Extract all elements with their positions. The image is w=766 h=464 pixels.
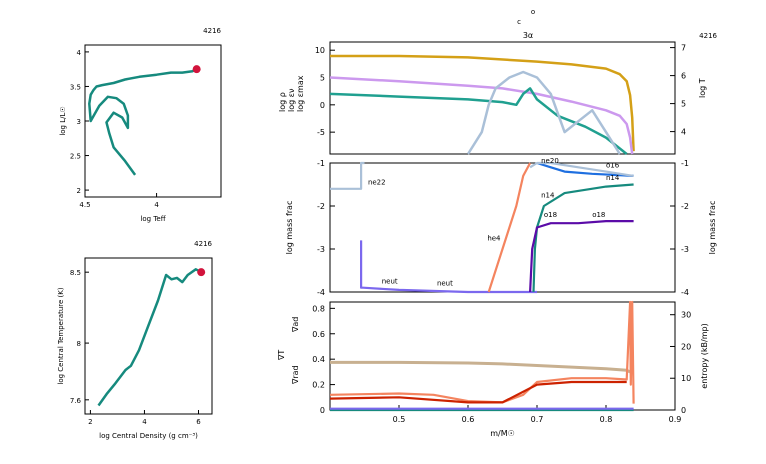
structure-right-label: log T [698,78,707,98]
center-xlabel: log Central Density (g cm⁻³) [99,432,198,440]
gradients-xlabel: m/M☉ [490,429,515,438]
abundance-series-label: n14 [606,174,620,182]
structure-series-line [329,87,628,155]
abundance-series-label: n14 [541,191,555,199]
gradients-right-ytick-label: 10 [681,374,691,383]
abundance-series-line [529,220,634,293]
hr-current-marker [192,65,201,74]
center-xtick-label: 2 [88,418,92,426]
title-text: 3α [523,31,533,40]
gradients-right-label: entropy (kB/mp) [700,323,709,388]
hr-xtick-label: 4.5 [79,201,90,209]
abundance-right-ytick-label: -4 [681,288,689,297]
title-glyph-b: o [531,8,535,16]
gradients-ytick-label: 0 [320,406,325,415]
gradients-ytick-label: 0.8 [312,304,325,313]
abundance-series-line [487,162,532,293]
gradients-xtick-label: 0.5 [393,415,406,424]
abundance-right-ytick-label: -1 [681,159,689,168]
gradients-right-ytick-label: 20 [681,342,691,351]
gradients-ytick-label: 0.2 [312,381,325,390]
structure-right-ytick-label: 4 [681,128,686,137]
center-frame [84,257,213,415]
abundance-series-label: neut [382,277,398,285]
gradients-xtick-label: 0.7 [531,415,544,424]
hr-ytick-label: 2.5 [70,153,81,161]
hr-ytick-label: 3.5 [70,83,81,91]
abundance-series-label: o18 [592,211,605,219]
center-ylabel: log Central Temperature (K) [57,287,65,384]
hr-ylabel: log L/L☉ [59,106,67,135]
abundance-ylabel: log mass frac [285,201,294,255]
structure-right-ytick-label: 7 [681,44,686,53]
gradients-series-line [330,360,631,374]
hr-tag: 4216 [203,27,221,35]
abundance-series-label: neut [437,280,453,288]
abundance-series-line [330,161,365,190]
center-tag: 4216 [194,240,212,248]
abundance-series-line [360,240,537,294]
gradients-right-ytick-label: 30 [681,311,691,320]
abundance-series-label: ne22 [368,179,386,187]
structure-series-line [330,54,635,152]
hr-track-line [88,68,198,176]
gradients-xtick-label: 0.8 [600,415,613,424]
structure-left-label: log εmax [296,75,305,112]
center-ytick-label: 8.5 [70,269,81,277]
abundance-right-ytick-label: -2 [681,202,689,211]
structure-tag: 4216 [699,32,717,40]
structure-left-label: log ρ [278,92,287,112]
abundance-ytick-label: -4 [317,288,325,297]
abundance-ytick-label: -3 [317,245,325,254]
gradients-left-label: ∇T [277,350,286,361]
abundance-series-line [536,161,634,177]
center-ytick-label: 7.6 [70,397,82,405]
chart-layer: 4 4.5 2 2.5 3 3.5 4 log Teff log L/L☉ 4216 2 4 6 7.6 8… [57,8,718,440]
structure-series-line [466,70,621,155]
hr-ytick-label: 4 [77,49,82,57]
abundance-series-label: ne20 [541,157,559,165]
structure-series-line [329,76,634,155]
abundance-ytick-label: -2 [317,202,325,211]
gradients-ytick-label: 0.4 [312,355,325,364]
gradients-ytick-label: 0.6 [312,330,325,339]
structure-ytick-label: 0 [320,101,325,110]
hr-xtick-label: 4 [154,201,159,209]
abundance-ytick-label: -1 [317,159,325,168]
structure-ytick-label: -5 [317,128,325,137]
title-glyph-a: c [517,18,521,26]
structure-left-label: log εν [287,88,296,112]
structure-ytick-label: 5 [320,74,325,83]
center-ytick-label: 8 [77,340,81,348]
hr-frame [84,44,222,198]
gradients-left-label: ∇ad [291,317,300,333]
abundance-right-ylabel: log mass frac [708,201,717,255]
abundance-right-ytick-label: -3 [681,245,689,254]
hr-ytick-label: 3 [77,118,81,126]
abundance-series-label: o16 [606,161,620,169]
gradients-xtick-label: 0.6 [462,415,475,424]
gradients-series-line [329,380,627,404]
structure-frame [329,41,676,155]
gradients-xtick-label: 0.9 [669,415,682,424]
abundance-series-line [529,161,634,177]
center-xtick-label: 6 [196,418,201,426]
structure-ytick-label: 10 [315,46,325,55]
structure-right-ytick-label: 5 [681,100,686,109]
structure-right-ytick-label: 6 [681,72,686,81]
center-current-marker [197,268,206,277]
gradients-right-ytick-label: 0 [681,406,686,415]
gradients-left-label: ∇rad [291,365,300,385]
abundance-series-label: he4 [487,234,501,242]
hr-ytick-label: 2 [77,187,81,195]
center-xtick-label: 4 [142,418,147,426]
abundance-series-line [532,183,634,293]
hr-xlabel: log Teff [140,215,165,223]
abundance-series-label: o18 [544,211,557,219]
gradients-series-line [329,300,635,404]
center-track-line [97,268,202,407]
